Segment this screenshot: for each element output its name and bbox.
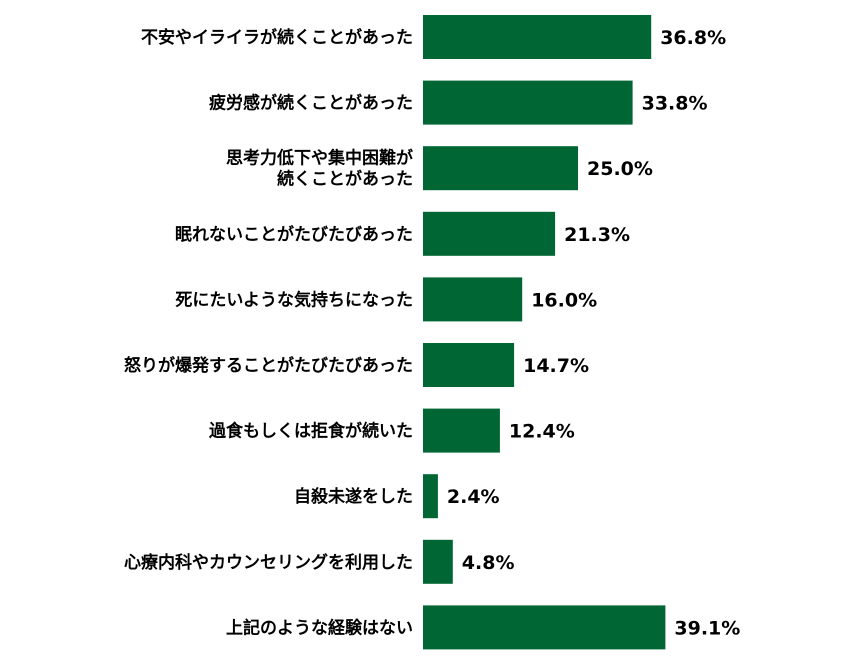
bar [423,211,556,256]
bar [423,474,438,519]
bar [423,15,652,59]
bar [423,277,523,322]
category-label: 怒りが爆発することがたびたびあった [124,355,413,376]
data-label: 33.8% [642,93,708,115]
category-label: 眠れないことがたびたびあった [175,224,413,245]
data-label: 14.7% [523,355,589,377]
bar [423,343,515,387]
bar [423,80,633,125]
data-label: 12.4% [509,421,575,443]
data-label: 21.3% [564,224,630,246]
data-label: 39.1% [674,617,740,639]
category-labels: 不安やイライラが続くことがあった疲労感が続くことがあった思考力低下や集中困難が続… [124,27,413,638]
category-label: 不安やイライラが続くことがあった [141,27,413,48]
data-label: 36.8% [660,27,726,49]
value-labels: 36.8% 33.8% 25.0% 21.3% 16.0% 14.7% 12.4% 2.4% 4… [447,27,740,639]
bar [423,146,578,191]
category-label: 死にたいような気持ちになった [175,289,413,310]
category-label: 疲労感が続くことがあった [209,93,413,114]
category-label: 心療内科やカウンセリングを利用した [124,552,413,573]
bar [423,408,500,453]
category-label: 過食もしくは拒食が続いた [209,421,413,442]
category-label: 自殺未遂をした [294,486,413,507]
bar [423,539,453,584]
data-label: 2.4% [447,486,500,508]
data-label: 25.0% [587,158,653,180]
category-label: 上記のような経験はない [226,617,413,638]
data-label: 4.8% [462,552,515,574]
category-label: 続くことがあった [277,169,413,190]
category-label: 思考力低下や集中困難が [226,148,413,169]
bar [423,605,666,650]
data-label: 16.0% [531,289,597,311]
bars-layer [423,15,666,650]
